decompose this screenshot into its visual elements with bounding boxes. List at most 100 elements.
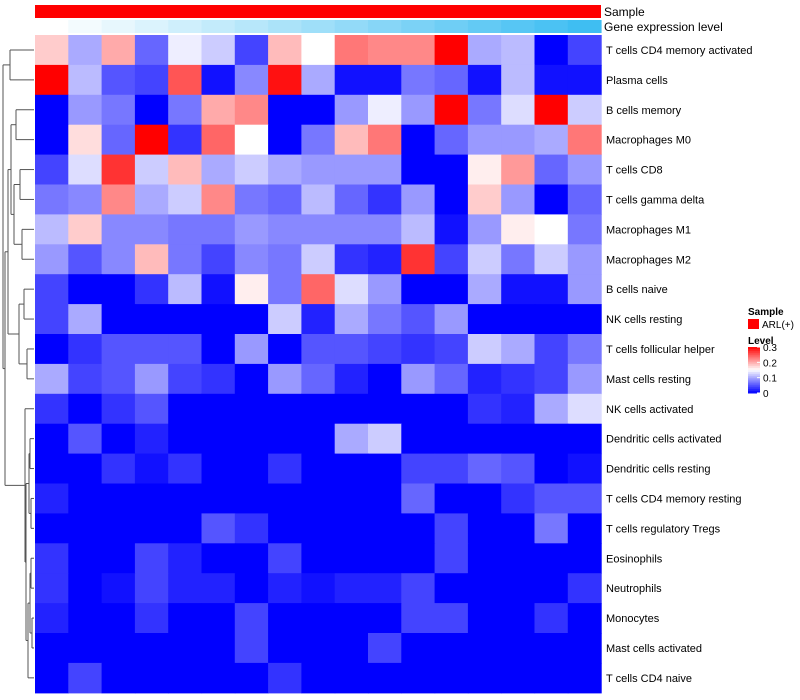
heatmap-cell: [434, 543, 469, 574]
heatmap-cell: [368, 304, 402, 335]
heatmap-cell: [434, 603, 469, 634]
heatmap-cell: [201, 184, 236, 215]
heatmap-cell: [501, 363, 536, 395]
legend-level-title: Level: [748, 336, 774, 347]
heatmap-cell: [368, 393, 402, 425]
gene-expression-track-cell: [168, 20, 202, 33]
gene-expression-track-cell: [567, 20, 602, 33]
heatmap-cell: [567, 573, 602, 604]
heatmap-cell: [401, 274, 436, 305]
heatmap-cell: [168, 393, 203, 425]
gene-expression-track-cell: [334, 20, 369, 33]
heatmap-cell: [368, 214, 402, 245]
heatmap-cell: [201, 124, 236, 156]
heatmap-cell: [401, 453, 436, 485]
heatmap-cell: [234, 154, 269, 186]
heatmap-cell: [334, 274, 369, 305]
heatmap-cell: [334, 543, 369, 574]
heatmap-cell: [368, 274, 402, 305]
heatmap-cell: [268, 64, 302, 96]
heatmap-cell: [301, 274, 336, 305]
heatmap-cell: [168, 214, 203, 245]
gene-expression-track-cell: [401, 20, 436, 33]
heatmap-cell: [434, 483, 469, 514]
heatmap-cell: [68, 662, 103, 694]
heatmap-cell: [534, 35, 569, 66]
heatmap-cell: [101, 154, 136, 186]
heatmap-cell: [401, 154, 436, 186]
heatmap-cell: [534, 603, 569, 634]
heatmap-cell: [501, 633, 536, 664]
heatmap-cell: [467, 393, 502, 425]
heatmap-cell: [68, 274, 103, 305]
heatmap-cell: [368, 453, 402, 485]
legend-colorbar-segment: [748, 391, 760, 394]
heatmap-cell: [434, 363, 469, 395]
heatmap-cell: [501, 274, 536, 305]
heatmap-cell: [234, 304, 269, 335]
heatmap-cell: [567, 184, 602, 215]
heatmap-cell: [234, 603, 269, 634]
heatmap-cell: [101, 603, 136, 634]
heatmap-cell: [35, 94, 69, 126]
heatmap-cell: [368, 94, 402, 126]
row-label: T cells CD4 memory resting: [606, 493, 742, 505]
legend-colorbar-segment: [748, 362, 760, 365]
legend-colorbar-segment: [748, 375, 760, 379]
legend-colorbar-segment: [748, 358, 760, 361]
legend-level-ticks: 0.3 0.2 0.1 0: [757, 343, 777, 400]
heatmap-cell: [168, 423, 203, 455]
heatmap-cell: [35, 453, 69, 485]
row-label: Eosinophils: [606, 553, 663, 565]
heatmap-cell: [567, 154, 602, 186]
legend-colorbar-segment: [748, 348, 760, 352]
heatmap-cell: [168, 453, 203, 485]
heatmap-cell: [467, 483, 502, 514]
heatmap-cell: [534, 64, 569, 96]
heatmap-cell: [467, 214, 502, 245]
heatmap-cell: [401, 304, 436, 335]
heatmap-cell: [68, 603, 103, 634]
heatmap-cell: [168, 244, 203, 275]
heatmap-cell: [68, 393, 103, 425]
heatmap-cell: [501, 573, 536, 604]
heatmap-cell: [68, 363, 103, 395]
legend-colorbar-segment: [748, 389, 760, 392]
row-label: Mast cells activated: [606, 643, 702, 655]
heatmap-cell: [368, 363, 402, 395]
heatmap-cell: [68, 573, 103, 604]
heatmap-cell: [68, 633, 103, 664]
heatmap-cell: [134, 274, 169, 305]
heatmap-cell: [467, 603, 502, 634]
heatmap-cell: [368, 124, 402, 156]
heatmap-cell: [368, 244, 402, 275]
gene-expression-track-cell: [268, 20, 302, 33]
heatmap-cell: [101, 304, 136, 335]
heatmap-cell: [301, 64, 336, 96]
heatmap-cell: [434, 244, 469, 275]
heatmap-cell: [534, 513, 569, 544]
heatmap-cell: [334, 154, 369, 186]
heatmap-cell: [35, 662, 69, 694]
sample-annotation-bar: [35, 5, 601, 18]
heatmap-cell: [201, 94, 236, 126]
heatmap-cell: [534, 334, 569, 365]
heatmap-cell: [201, 543, 236, 574]
heatmap-cell: [268, 124, 302, 156]
gene-expression-track-cell: [134, 20, 169, 33]
gene-expression-track-cell: [234, 20, 269, 33]
heatmap-cell: [334, 513, 369, 544]
heatmap-cell: [301, 453, 336, 485]
heatmap-cell: [168, 633, 203, 664]
heatmap-cell: [35, 64, 69, 96]
heatmap-cell: [168, 154, 203, 186]
heatmap-cell: [35, 483, 69, 514]
heatmap-cell: [401, 214, 436, 245]
heatmap-cell: [534, 363, 569, 395]
heatmap-cell: [434, 573, 469, 604]
heatmap-cell: [201, 513, 236, 544]
heatmap-cell: [434, 453, 469, 485]
legend-colorbar-segment: [748, 347, 760, 350]
heatmap-cell: [201, 453, 236, 485]
heatmap-cell: [434, 423, 469, 455]
